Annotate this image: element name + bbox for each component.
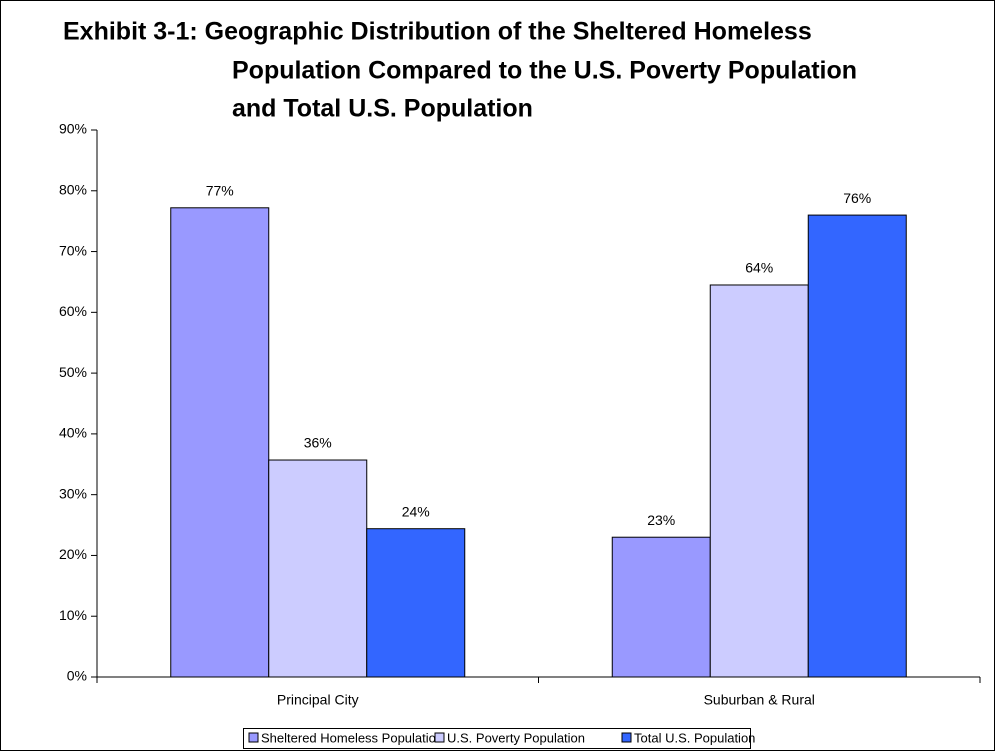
bar (268, 459, 368, 678)
y-tick-label: 10% (59, 607, 87, 623)
legend-swatch (434, 732, 445, 743)
bar (366, 528, 466, 678)
legend-swatch (621, 732, 632, 743)
data-label: 64% (745, 260, 773, 276)
legend-label: Total U.S. Population (634, 730, 755, 745)
legend-swatch (248, 732, 259, 743)
chart-title: Population Compared to the U.S. Poverty … (232, 57, 857, 85)
bar (709, 284, 809, 678)
data-label: 76% (843, 190, 871, 206)
x-tick-label: Principal City (277, 692, 359, 708)
legend-label: U.S. Poverty Population (447, 730, 585, 745)
chart-title: Exhibit 3-1: Geographic Distribution of … (63, 18, 812, 46)
y-tick-label: 70% (59, 242, 87, 258)
y-tick-label: 0% (67, 668, 87, 684)
y-tick-label: 80% (59, 181, 87, 197)
y-tick-label: 30% (59, 485, 87, 501)
bar (611, 536, 711, 678)
bar (807, 214, 907, 678)
y-tick-label: 50% (59, 364, 87, 380)
x-tick-label: Suburban & Rural (704, 692, 815, 708)
y-tick-label: 90% (59, 121, 87, 137)
bar (170, 207, 270, 678)
data-label: 24% (402, 503, 430, 519)
y-tick-label: 20% (59, 546, 87, 562)
data-label: 36% (304, 435, 332, 451)
chart-title: and Total U.S. Population (232, 95, 533, 123)
y-tick-label: 40% (59, 425, 87, 441)
data-label: 77% (206, 182, 234, 198)
legend-label: Sheltered Homeless Population (261, 730, 443, 745)
y-tick-label: 60% (59, 303, 87, 319)
data-label: 23% (647, 512, 675, 528)
